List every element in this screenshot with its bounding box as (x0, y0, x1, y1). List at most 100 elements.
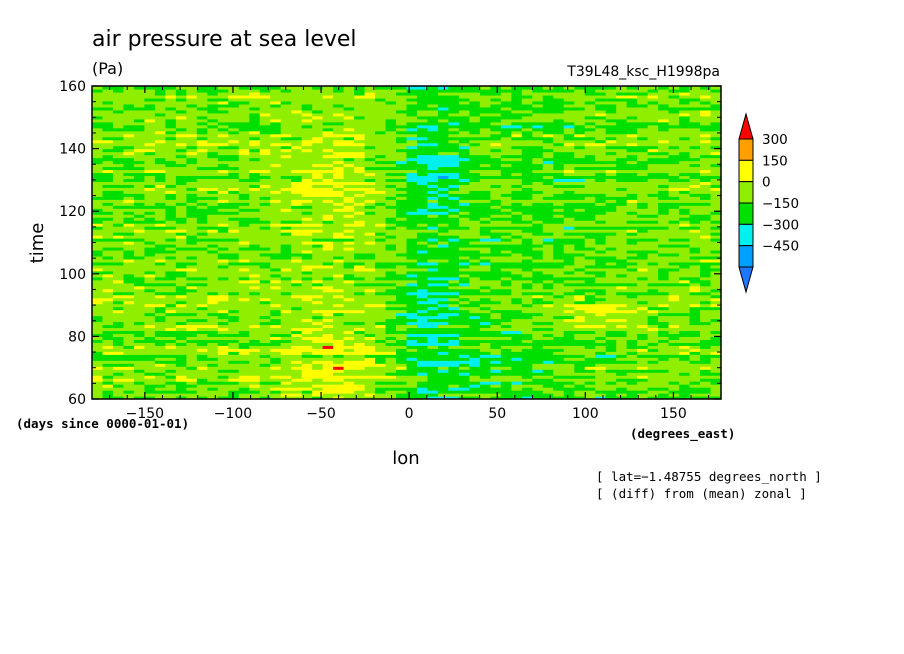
heatmap-cell (689, 282, 701, 287)
heatmap-cell (406, 333, 418, 337)
heatmap-cell (479, 345, 491, 349)
heatmap-cell (238, 181, 250, 185)
heatmap-cell (584, 270, 596, 275)
heatmap-cell (343, 211, 355, 215)
heatmap-cell (532, 393, 544, 397)
heatmap-cell (333, 252, 345, 257)
heatmap-cell (637, 261, 649, 266)
heatmap-cell (186, 243, 198, 248)
heatmap-cell (437, 243, 450, 248)
heatmap-cell (553, 243, 565, 248)
heatmap-cell (574, 211, 586, 215)
heatmap-cell (416, 384, 429, 388)
heatmap-cell (479, 235, 491, 239)
heatmap-cell (490, 345, 502, 349)
heatmap-cell (291, 196, 303, 200)
heatmap-cell (490, 184, 502, 188)
heatmap-cell (689, 345, 701, 349)
heatmap-cell (521, 246, 533, 251)
heatmap-cell (249, 339, 261, 343)
heatmap-cell (154, 205, 166, 209)
heatmap-cell (133, 229, 146, 233)
heatmap-cell (364, 306, 376, 311)
heatmap-cell (133, 288, 146, 293)
heatmap-cell (354, 372, 366, 376)
heatmap-cell (165, 243, 177, 248)
heatmap-cell (249, 390, 261, 394)
heatmap-cell (406, 357, 418, 361)
heatmap-cell (301, 190, 313, 194)
heatmap-cell (458, 378, 470, 382)
heatmap-cell (574, 363, 586, 367)
heatmap-cell (207, 306, 219, 311)
heatmap-cell (521, 208, 533, 212)
heatmap-cell (102, 190, 114, 194)
heatmap-cell (479, 393, 491, 397)
heatmap-cell (238, 291, 250, 296)
heatmap-cell (658, 366, 670, 370)
heatmap-cell (322, 369, 334, 373)
heatmap-cell (647, 255, 659, 260)
heatmap-cell (553, 366, 565, 370)
heatmap-cell (165, 270, 177, 275)
heatmap-cell (574, 276, 586, 281)
heatmap-cell (521, 315, 533, 320)
heatmap-cell (364, 181, 376, 185)
heatmap-cell (102, 342, 114, 346)
heatmap-cell (322, 252, 334, 257)
heatmap-cell (490, 309, 502, 314)
heatmap-cell (123, 366, 135, 370)
heatmap-cell (574, 243, 586, 248)
heatmap-cell (658, 181, 670, 185)
heatmap-cell (175, 351, 187, 355)
heatmap-cell (238, 235, 250, 239)
heatmap-cell (102, 396, 114, 399)
heatmap-cell (574, 312, 586, 317)
heatmap-cell (228, 345, 240, 349)
heatmap-cell (238, 339, 250, 343)
heatmap-cell (521, 196, 533, 200)
heatmap-cell (186, 154, 198, 159)
heatmap-cell (605, 315, 617, 320)
heatmap-cell (312, 312, 324, 317)
heatmap-cell (605, 342, 617, 346)
heatmap-cell (584, 264, 596, 269)
heatmap-cell (437, 360, 450, 364)
heatmap-cell (133, 363, 146, 367)
heatmap-cell (490, 297, 502, 302)
heatmap-cell (532, 243, 544, 248)
heatmap-cell (144, 226, 156, 230)
heatmap-cell (668, 357, 680, 361)
heatmap-cell (658, 205, 670, 209)
heatmap-cell (291, 291, 303, 296)
heatmap-cell (406, 303, 418, 308)
heatmap-cell (668, 255, 680, 260)
heatmap-cell (154, 351, 166, 355)
heatmap-cell (532, 241, 544, 245)
heatmap-cell (553, 261, 565, 266)
heatmap-cell (291, 285, 303, 290)
heatmap-cell (280, 357, 292, 361)
heatmap-cell (186, 282, 198, 287)
heatmap-cell (144, 157, 156, 162)
heatmap-cell (364, 351, 376, 355)
heatmap-cell (92, 282, 104, 287)
heatmap-cell (217, 232, 229, 236)
heatmap-cell (553, 345, 565, 349)
heatmap-cell (322, 279, 334, 284)
heatmap-cell (521, 279, 533, 284)
heatmap-cell (658, 276, 670, 281)
heatmap-cell (416, 264, 429, 269)
heatmap-cell (553, 285, 565, 290)
heatmap-cell (123, 339, 135, 343)
heatmap-cell (658, 229, 670, 233)
heatmap-cell (679, 348, 691, 352)
heatmap-cell (322, 357, 334, 361)
heatmap-cell (123, 202, 135, 206)
heatmap-cell (280, 363, 292, 367)
heatmap-cell (626, 166, 638, 171)
heatmap-cell (207, 312, 219, 317)
heatmap-cell (249, 312, 261, 317)
heatmap-cell (511, 163, 523, 168)
heatmap-cell (647, 264, 659, 269)
